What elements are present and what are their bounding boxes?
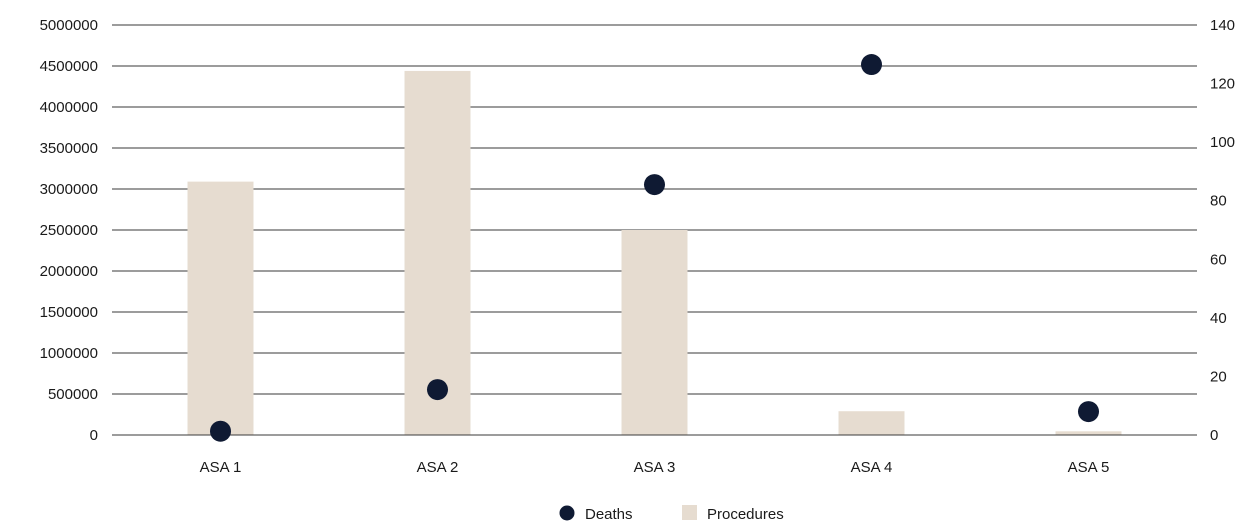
y-left-tick-label: 3500000: [40, 140, 98, 157]
x-tick-label: ASA 4: [851, 459, 893, 476]
y-left-tick-label: 5000000: [40, 17, 98, 34]
point-deaths: [210, 420, 231, 442]
y-left-tick-label: 1000000: [40, 345, 98, 362]
y-right-tick-label: 140: [1210, 17, 1235, 34]
legend: Deaths Procedures: [559, 505, 784, 523]
axes: 0 500000 1000000 1500000 2000000 2500000 30000…: [40, 17, 1235, 476]
bar-procedures: [621, 230, 688, 435]
y-left-tick-label: 1500000: [40, 304, 98, 321]
y-right-tick-label: 80: [1210, 193, 1227, 210]
procedures-bars: [187, 70, 1122, 436]
legend-deaths-marker: [559, 505, 575, 521]
point-deaths: [861, 54, 882, 76]
y-left-tick-label: 2000000: [40, 263, 98, 280]
x-tick-label: ASA 2: [417, 459, 459, 476]
bar-procedures: [404, 70, 471, 436]
legend-procedures-marker: [682, 505, 697, 520]
y-left-tick-label: 4000000: [40, 99, 98, 116]
y-right-tick-label: 100: [1210, 134, 1235, 151]
point-deaths: [644, 174, 665, 196]
bar-procedures: [838, 411, 905, 435]
y-right-tick-label: 0: [1210, 427, 1218, 444]
deaths-points: [210, 54, 1099, 442]
point-deaths: [1078, 401, 1099, 423]
y-left-tick-label: 3000000: [40, 181, 98, 198]
y-right-tick-label: 120: [1210, 76, 1235, 93]
x-tick-label: ASA 3: [634, 459, 676, 476]
legend-procedures-label: Procedures: [707, 506, 784, 523]
y-right-tick-label: 20: [1210, 368, 1227, 385]
y-left-tick-label: 2500000: [40, 222, 98, 239]
x-tick-label: ASA 5: [1068, 459, 1110, 476]
y-left-tick-label: 4500000: [40, 58, 98, 75]
x-tick-label: ASA 1: [200, 459, 242, 476]
bar-procedures: [187, 181, 254, 435]
point-deaths: [427, 379, 448, 401]
y-left-tick-label: 500000: [48, 386, 98, 403]
y-right-tick-label: 60: [1210, 251, 1227, 268]
y-right-tick-label: 40: [1210, 310, 1227, 327]
y-left-tick-label: 0: [90, 427, 98, 444]
bar-procedures: [1055, 431, 1122, 435]
legend-deaths-label: Deaths: [585, 506, 633, 523]
